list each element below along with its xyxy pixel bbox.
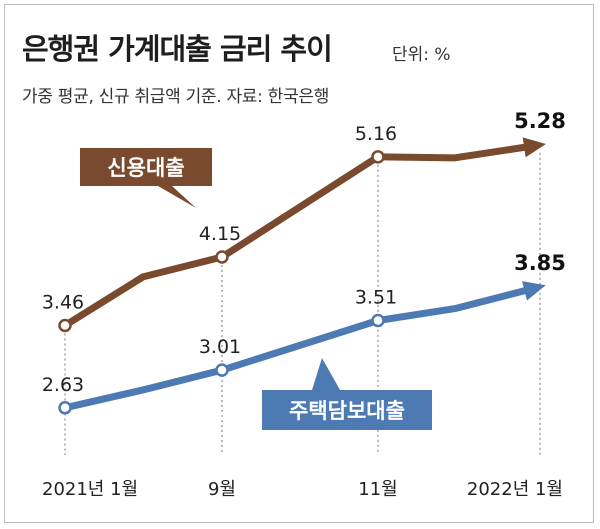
x-tick-label: 2022년 1월 xyxy=(467,479,563,500)
x-tick-label: 2021년 1월 xyxy=(42,479,138,500)
data-point-marker xyxy=(58,318,72,333)
chart-frame xyxy=(4,4,594,523)
arrow-head xyxy=(522,137,546,158)
data-label: 3.85 xyxy=(514,251,566,275)
data-label: 5.16 xyxy=(355,123,397,145)
series-line-mortgage xyxy=(64,286,528,412)
arrow-head xyxy=(522,281,546,301)
data-point-marker xyxy=(371,150,385,164)
legend-label-mortgage: 주택담보대출 xyxy=(289,399,405,423)
data-label: 3.46 xyxy=(42,291,84,313)
data-label: 3.51 xyxy=(355,287,397,309)
callout-credit-box xyxy=(80,148,212,208)
data-point-marker xyxy=(215,363,229,377)
callout-mortgage-box xyxy=(262,358,432,430)
data-label: 4.15 xyxy=(199,223,241,245)
data-label: 2.63 xyxy=(42,374,84,396)
x-tick-label: 9월 xyxy=(208,479,236,500)
series-line-credit xyxy=(63,143,527,329)
legend-label-credit: 신용대출 xyxy=(107,156,184,180)
data-point-marker xyxy=(58,401,72,415)
data-label: 5.28 xyxy=(514,109,566,133)
data-point-marker xyxy=(371,313,385,328)
unit-label: 단위: % xyxy=(392,45,451,65)
data-label: 3.01 xyxy=(199,336,241,358)
x-tick-label: 11월 xyxy=(358,479,397,500)
chart-title: 은행권 가계대출 금리 추이 xyxy=(22,32,333,66)
data-point-marker xyxy=(215,250,229,264)
chart-subtitle: 가중 평균, 신규 취급액 기준. 자료: 한국은행 xyxy=(22,87,330,107)
